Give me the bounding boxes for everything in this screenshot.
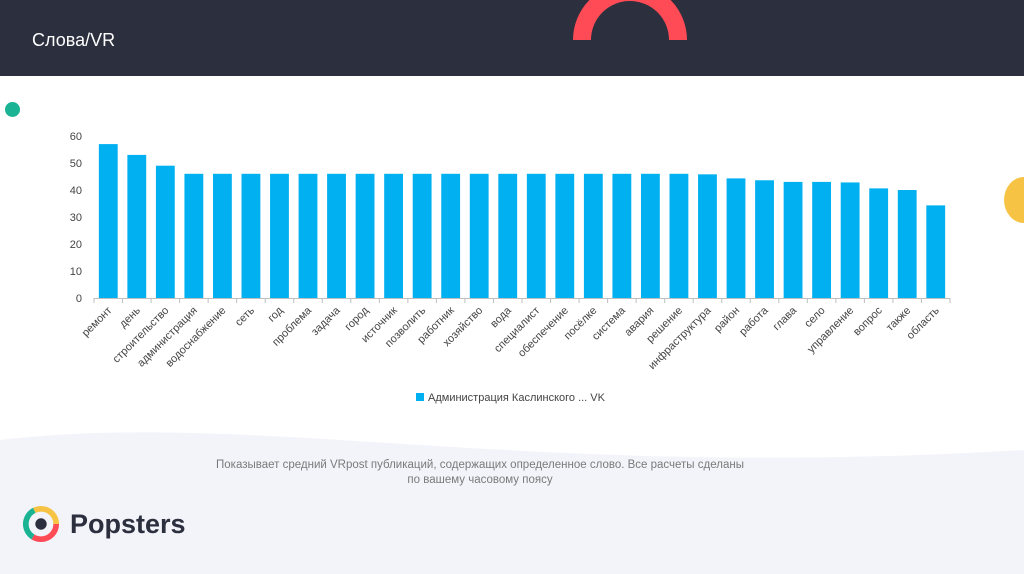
bar-ремонт [98,144,118,298]
bar-авария [640,173,660,298]
bar-год [270,173,289,298]
page-title: Слова/VR [32,30,116,50]
y-tick-label: 40 [70,185,82,197]
bar-сеть [241,173,261,298]
decorative-half-circle [1004,177,1024,223]
bar-посёлке [583,173,603,298]
x-category-label: ремонт [80,305,115,340]
bar-работа [755,180,774,298]
bar-область [926,205,946,298]
bar-также [897,190,917,298]
bar-инфраструктура [698,174,717,298]
popsters-logo-icon [22,505,60,543]
x-category-label: село [802,305,827,330]
chart-caption: Показывает средний VRpost публикаций, со… [200,458,760,488]
bar-администрация [184,173,204,298]
header-bar: Слова/VR [0,0,1024,76]
bar-вопрос [869,188,889,298]
y-tick-label: 0 [76,293,82,305]
background-wave [0,432,1024,574]
decorative-dot [5,102,20,117]
bar-строительство [155,165,175,298]
bar-хозяйство [469,173,489,298]
decorative-arc [573,0,687,41]
brand: Popsters [22,502,186,546]
y-tick-label: 50 [70,158,82,170]
bar-село [812,181,832,298]
x-category-label: работа [737,304,771,338]
bar-проблема [298,173,318,298]
x-category-label: сеть [233,304,257,328]
x-category-label: вода [488,304,514,330]
bar-источник [384,173,404,298]
x-category-label: вопрос [851,304,885,338]
legend-swatch [416,393,424,401]
y-tick-label: 20 [70,239,82,251]
caption-line-1: Показывает средний VRpost публикаций, со… [216,459,744,471]
x-category-label: глава [771,304,800,333]
bar-решение [669,173,689,298]
bar-вода [498,173,518,298]
bar-система [612,173,632,298]
bar-водоснабжение [212,173,232,298]
bar-день [127,154,147,298]
bar-работник [441,173,461,298]
y-tick-label: 30 [70,212,82,224]
bar-обеспечение [555,173,575,298]
bar-позволить [412,173,432,298]
brand-name: Popsters [70,508,186,539]
x-category-label: задача [309,304,343,338]
y-tick-label: 10 [70,266,82,278]
caption-line-2: по вашему часовому поясу [407,474,553,486]
bar-город [355,173,375,298]
bar-задача [327,173,346,298]
legend-label: Администрация Каслинского ... VK [428,392,606,404]
y-tick-label: 60 [70,131,82,143]
x-category-label: год [266,304,286,324]
x-category-label: день [117,304,143,330]
bar-управление [840,182,860,298]
bar-глава [783,181,803,298]
bar-район [726,178,746,298]
bar-специалист [526,173,546,298]
